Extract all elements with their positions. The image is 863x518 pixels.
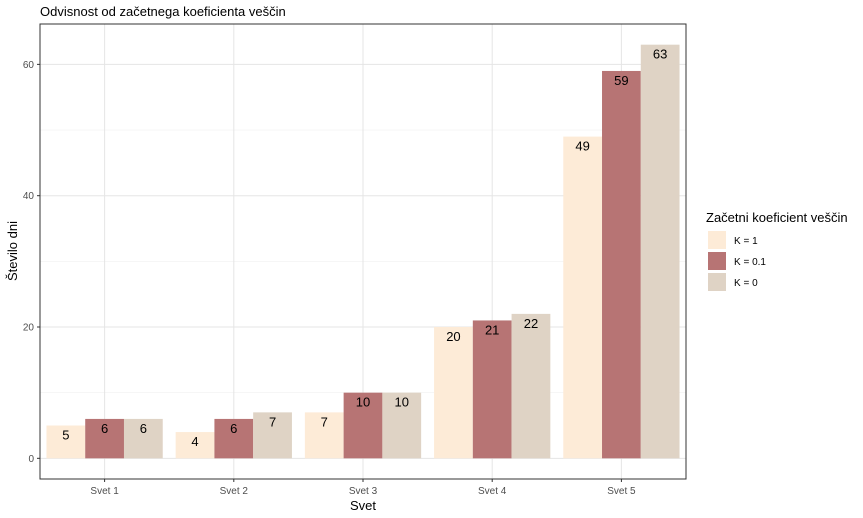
data-label: 7 bbox=[269, 414, 276, 429]
data-label: 10 bbox=[395, 395, 409, 410]
bar-k-0-1-svet-2 bbox=[214, 418, 254, 459]
bar-k-1-svet-2 bbox=[175, 432, 215, 459]
legend-label: K = 0.1 bbox=[734, 257, 766, 268]
bar-k-0-svet-1 bbox=[123, 418, 163, 459]
y-tick-label: 20 bbox=[23, 323, 35, 334]
bar-k-0-1-svet-1 bbox=[85, 418, 124, 459]
data-label: 59 bbox=[614, 73, 628, 88]
bar-k-0-1-svet-3 bbox=[343, 392, 383, 459]
data-label: 20 bbox=[446, 329, 460, 344]
data-label: 5 bbox=[62, 427, 69, 442]
x-tick-label: Svet 5 bbox=[607, 486, 636, 497]
y-tick-label: 0 bbox=[28, 454, 34, 465]
data-label: 6 bbox=[101, 421, 108, 436]
bar-k-1-svet-3 bbox=[304, 412, 344, 459]
bar-k-0-svet-3 bbox=[382, 392, 422, 459]
x-axis-title: Svet bbox=[350, 498, 376, 513]
legend-label: K = 0 bbox=[734, 278, 758, 289]
data-label: 22 bbox=[524, 316, 538, 331]
x-tick-label: Svet 3 bbox=[349, 486, 378, 497]
x-tick-label: Svet 4 bbox=[478, 486, 507, 497]
legend-key bbox=[708, 252, 726, 270]
data-label: 63 bbox=[653, 47, 667, 62]
plot-panel: 5 4 7 20 49 6 6 10 21 59 6 7 10 22 63 bbox=[39, 23, 687, 480]
data-label: 6 bbox=[230, 421, 237, 436]
y-axis-title: Število dni bbox=[5, 221, 20, 281]
bar-k-1-svet-4 bbox=[434, 327, 473, 459]
legend-label: K = 1 bbox=[734, 236, 758, 247]
data-label: 7 bbox=[321, 414, 328, 429]
legend: Začetni koeficient veščin K = 1K = 0.1K … bbox=[706, 210, 848, 291]
bar-k-0-1-svet-4 bbox=[472, 320, 512, 459]
data-labels: 5 4 7 20 49 6 6 10 21 59 6 7 10 22 63 bbox=[62, 47, 667, 449]
y-tick-label: 40 bbox=[23, 191, 35, 202]
bar-k-0-svet-2 bbox=[253, 412, 292, 459]
data-label: 10 bbox=[356, 395, 370, 410]
legend-title: Začetni koeficient veščin bbox=[706, 210, 848, 225]
x-tick-label: Svet 2 bbox=[220, 486, 249, 497]
bars bbox=[46, 44, 680, 459]
y-tick-label: 60 bbox=[23, 60, 35, 71]
legend-key bbox=[708, 231, 726, 249]
bar-k-1-svet-1 bbox=[46, 425, 86, 459]
bar-k-0-svet-5 bbox=[640, 44, 680, 459]
bar-k-0-svet-4 bbox=[511, 313, 551, 459]
x-axis: Svet 1 Svet 2 Svet 3 Svet 4 Svet 5 bbox=[90, 479, 636, 497]
y-axis: 0 20 40 60 bbox=[23, 60, 40, 465]
data-label: 6 bbox=[140, 421, 147, 436]
x-tick-label: Svet 1 bbox=[90, 486, 119, 497]
chart-title: Odvisnost od začetnega koeficienta vešči… bbox=[40, 4, 286, 19]
legend-items: K = 1 K = 0.1 K = 0 bbox=[708, 231, 766, 291]
bar-k-0-1-svet-5 bbox=[602, 70, 641, 459]
data-label: 21 bbox=[485, 322, 499, 337]
data-label: 4 bbox=[191, 434, 198, 449]
bar-k-1-svet-5 bbox=[563, 136, 603, 459]
legend-key bbox=[708, 273, 726, 291]
data-label: 49 bbox=[575, 139, 589, 154]
